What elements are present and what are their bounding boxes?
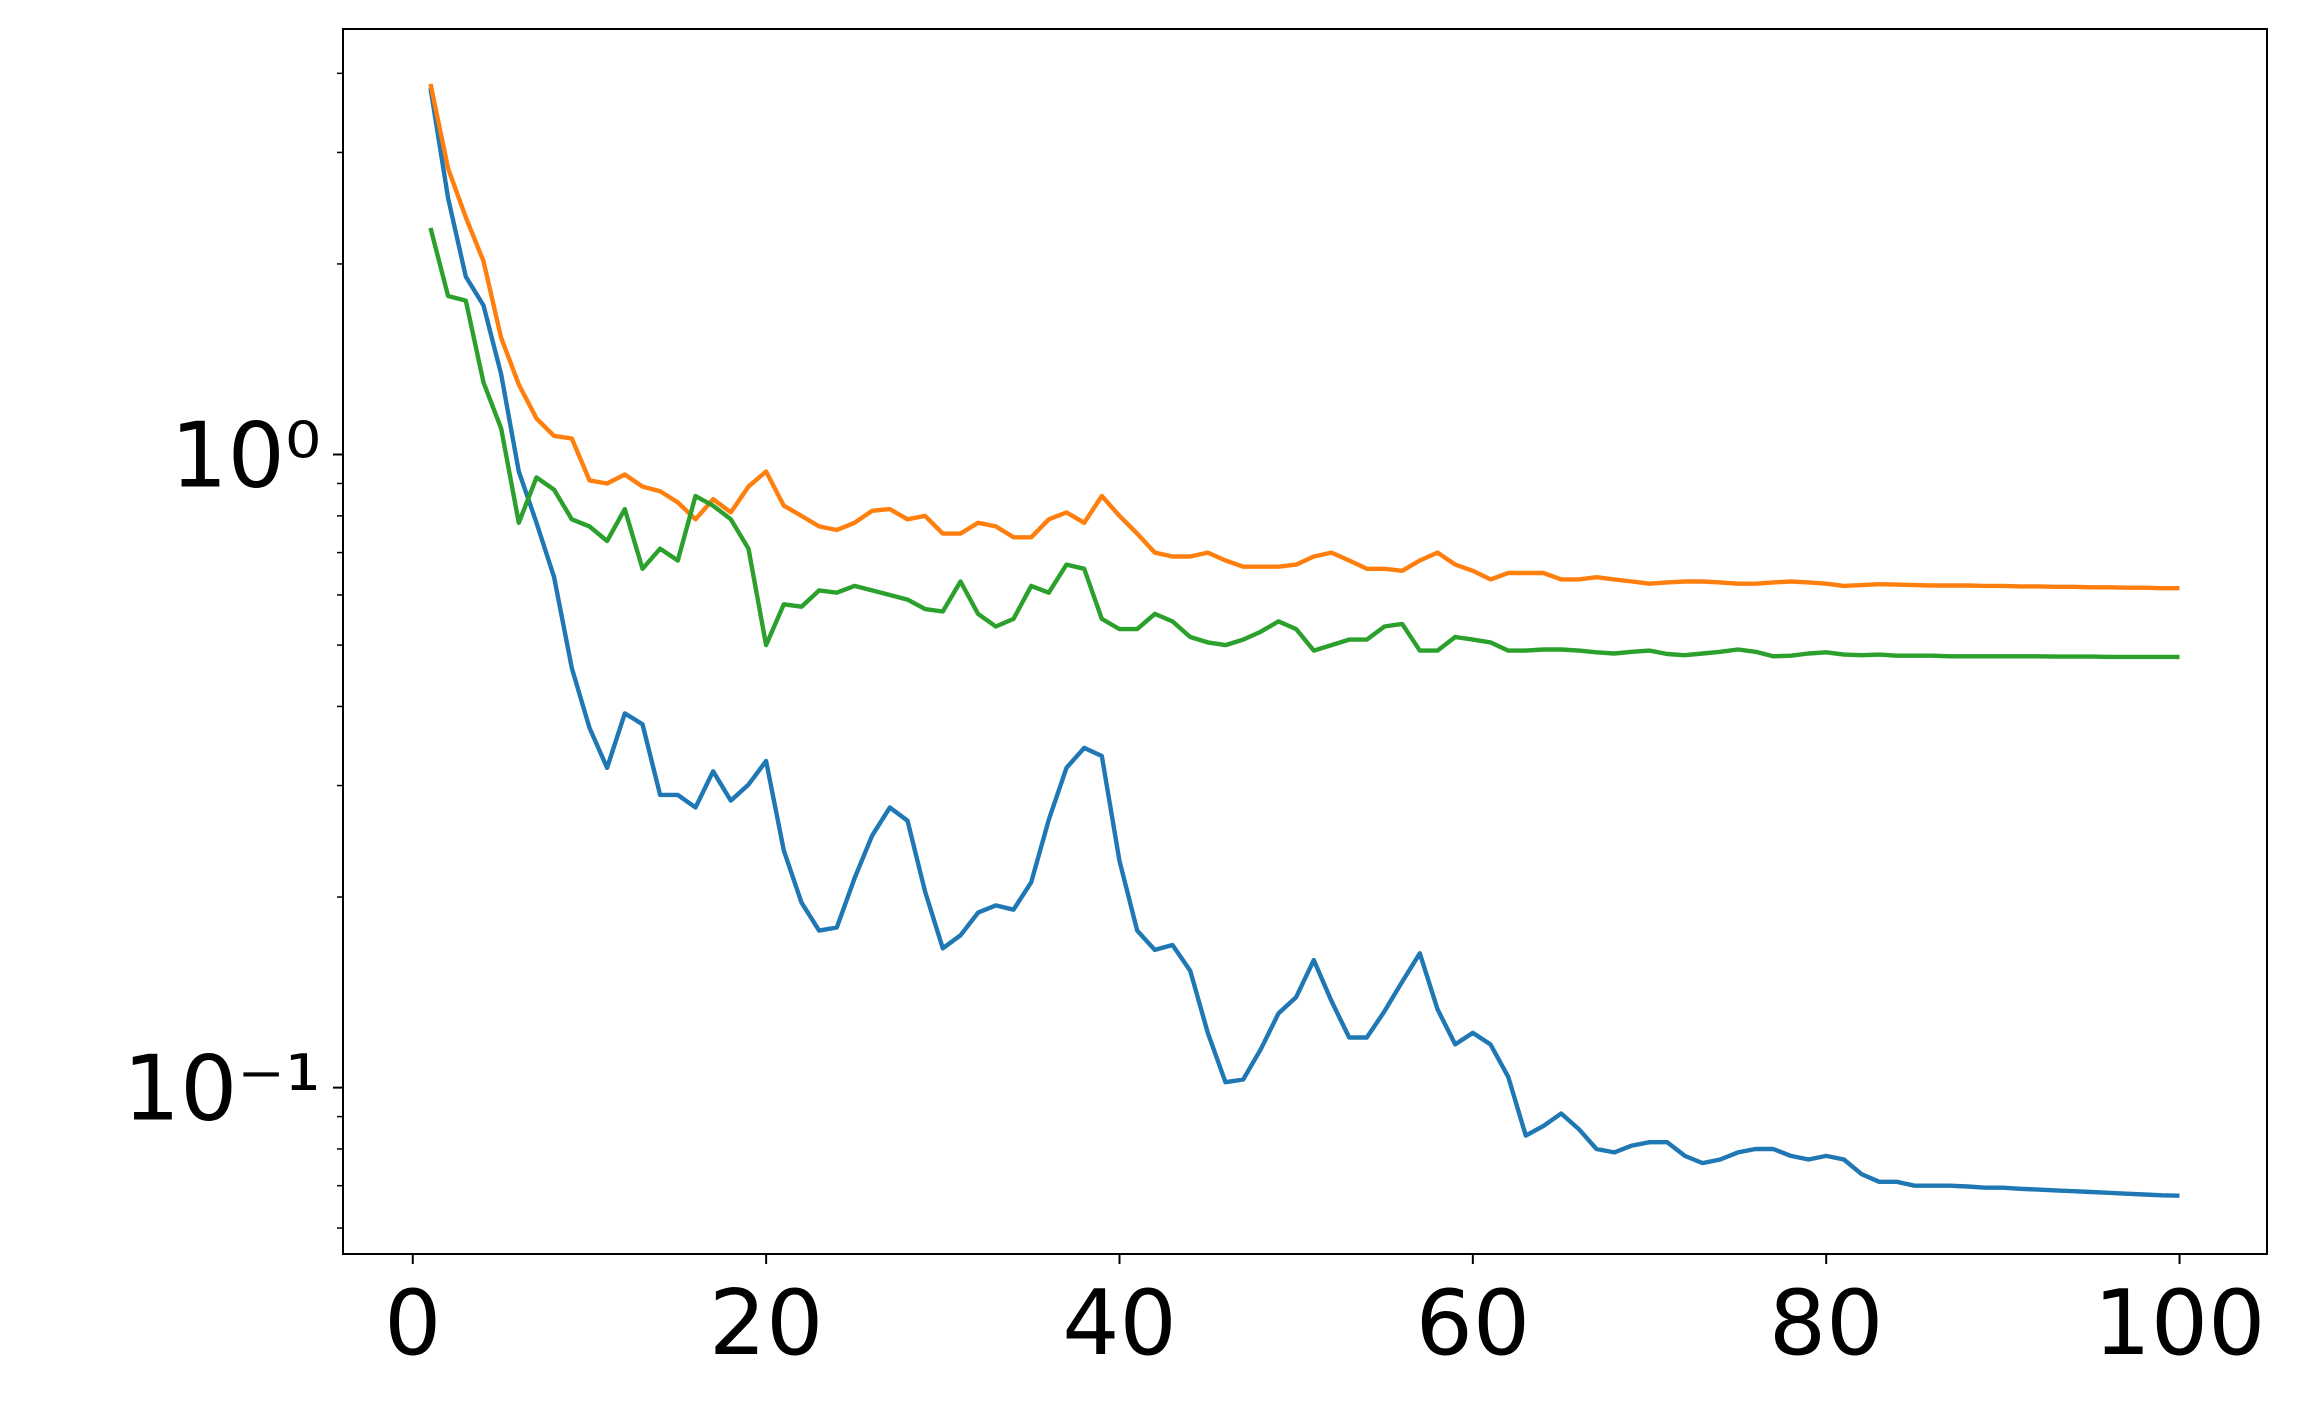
- line-series: [428, 87, 2180, 1198]
- x-tick-label: 80: [1769, 1271, 1884, 1376]
- line-series: [428, 227, 2180, 660]
- x-tick-label: 20: [709, 1271, 824, 1376]
- y-tick-label: 10⁻¹: [123, 1037, 321, 1142]
- plot-frame: [342, 28, 2268, 1255]
- x-tick-label: 100: [2094, 1271, 2266, 1376]
- x-tick-label: 60: [1416, 1271, 1531, 1376]
- line-series: [428, 83, 2180, 591]
- y-tick-label: 10⁰: [170, 404, 321, 509]
- x-tick-label: 40: [1062, 1271, 1177, 1376]
- x-tick-label: 0: [384, 1271, 441, 1376]
